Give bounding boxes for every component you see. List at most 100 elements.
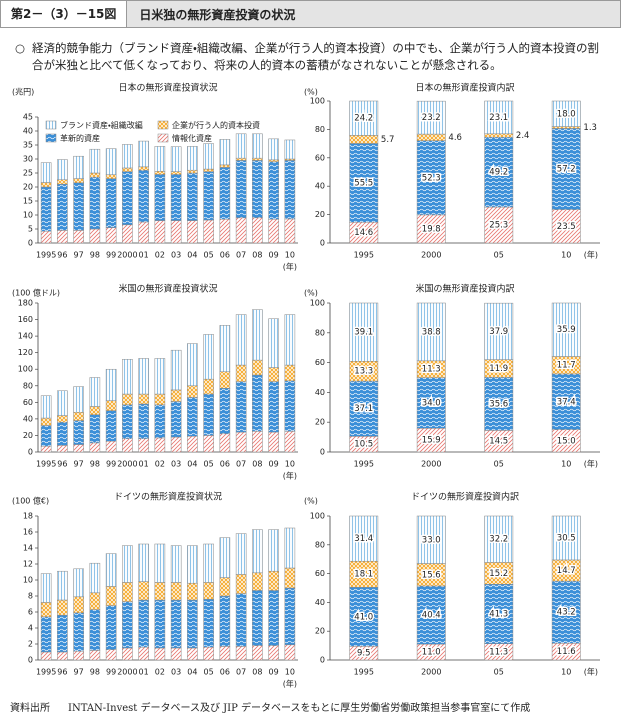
bar-segment: [219, 388, 231, 435]
bar-segment: [203, 598, 214, 648]
bar-segment: [154, 393, 166, 406]
chart-title: 米国の無形資産投資内訳: [415, 283, 514, 295]
bar-segment: [73, 568, 84, 598]
bar-segment: [105, 440, 117, 453]
bar-segment: [154, 174, 166, 221]
bar-segment: [252, 359, 263, 376]
bar-segment: [235, 646, 247, 661]
bar-segment: [203, 168, 214, 172]
value-label: 41.0: [354, 612, 373, 622]
source-text: INTAN-Invest データベース及び JIP データベースをもとに厚生労働…: [68, 703, 531, 714]
chart-title: 日本の無形資産投資内訳: [415, 82, 514, 94]
bar-segment: [235, 574, 247, 594]
y-tick-label: 16: [23, 528, 33, 537]
bar-segment: [57, 390, 68, 416]
bar-segment: [235, 133, 247, 159]
x-tick-label: 09: [269, 251, 279, 260]
bar-segment: [73, 230, 84, 244]
bar-segment: [235, 364, 247, 382]
bar-segment: [235, 314, 247, 366]
bar-segment: [122, 167, 133, 172]
x-tick-label: 97: [74, 668, 84, 677]
bar-segment: [252, 431, 263, 453]
bar-segment: [170, 582, 182, 601]
y-tick-label: 60: [315, 153, 325, 162]
bar-segment: [551, 209, 581, 244]
bar-segment: [89, 442, 101, 453]
y-tick-label: 60: [315, 358, 325, 367]
x-tick-label: 2000: [421, 251, 441, 260]
bar-segment: [105, 174, 117, 179]
x-tick-label: 2000: [117, 668, 137, 677]
bar-segment: [170, 436, 182, 453]
bar-segment: [170, 545, 182, 583]
figure-number: 第2－（3）－15図: [1, 1, 128, 27]
y-tick-label: 60: [23, 398, 33, 407]
bar-segment: [268, 161, 279, 220]
bar-segment: [154, 358, 166, 395]
y-tick-label: 4: [28, 624, 33, 633]
value-label: 11.3: [422, 365, 441, 375]
chart-title: 日本の無形資産投資状況: [118, 82, 217, 94]
x-tick-label: 09: [269, 460, 279, 469]
x-tick-label: 05: [494, 668, 504, 677]
value-label: 41.3: [489, 609, 508, 619]
bar-segment: [57, 230, 68, 244]
bar-segment: [349, 143, 379, 223]
bar-segment: [170, 599, 182, 649]
x-tick-label: 06: [220, 668, 230, 677]
value-label: 25.3: [489, 221, 508, 231]
bar-segment: [89, 414, 101, 444]
bar-segment: [122, 601, 133, 649]
bar-segment: [235, 431, 247, 453]
x-axis-label: (年): [283, 262, 297, 272]
bar-segment: [235, 160, 247, 219]
bar-segment: [89, 148, 101, 174]
value-label: 2.4: [516, 131, 530, 141]
value-label: 23.1: [489, 113, 508, 123]
x-tick-label: 96: [57, 251, 67, 260]
value-label: 10.5: [354, 440, 373, 450]
bar-segment: [235, 593, 247, 647]
bar-segment: [349, 100, 379, 136]
bar-segment: [154, 582, 166, 601]
bar-segment: [349, 587, 379, 647]
value-label: 38.8: [422, 327, 441, 337]
bar-segment: [416, 377, 446, 429]
bar-segment: [40, 602, 52, 618]
x-tick-label: 97: [74, 460, 84, 469]
bar-segment: [203, 582, 214, 600]
bar-segment: [89, 377, 101, 407]
value-label: 13.3: [354, 367, 373, 377]
x-tick-label: 05: [494, 251, 504, 260]
legend-label: ブランド資産・組織改編: [60, 120, 143, 130]
bar-segment: [170, 174, 182, 221]
bar-segment: [122, 582, 133, 602]
bar-segment: [89, 650, 101, 661]
bar-segment: [235, 533, 247, 575]
bar-segment: [138, 358, 149, 395]
y-tick-label: 2: [28, 640, 33, 649]
bar-segment: [138, 140, 149, 168]
bar-segment: [484, 100, 514, 135]
value-label: 24.2: [354, 114, 373, 124]
bar-segment: [203, 143, 214, 170]
bar-segment: [203, 393, 214, 436]
bar-segment: [105, 400, 117, 411]
bar-segment: [154, 543, 166, 583]
y-axis-label: (%): [304, 497, 318, 506]
bar-segment: [73, 650, 84, 661]
y-tick-label: 100: [310, 299, 325, 308]
bar-segment: [252, 374, 263, 432]
y-tick-label: 100: [18, 365, 33, 374]
y-tick-label: 40: [315, 598, 325, 607]
bar-segment: [73, 155, 84, 179]
bar-segment: [138, 403, 149, 440]
bar-segment: [105, 605, 117, 650]
bar-segment: [416, 133, 446, 141]
x-tick-label: 1995: [354, 251, 374, 260]
value-label: 31.4: [354, 534, 373, 544]
x-tick-label: 05: [204, 251, 214, 260]
x-tick-label: 99: [106, 668, 116, 677]
